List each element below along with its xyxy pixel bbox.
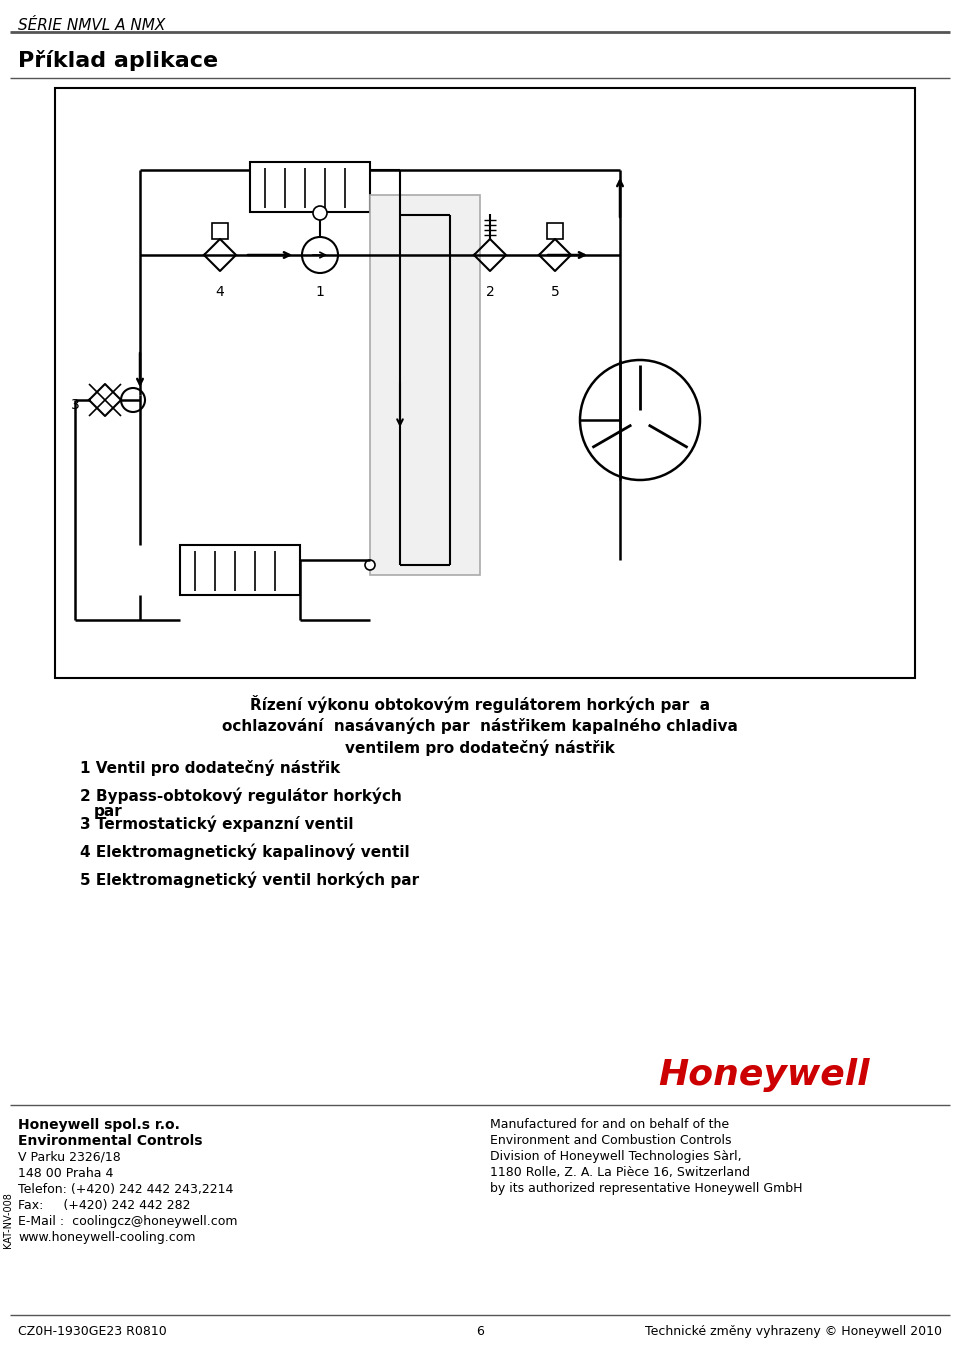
Bar: [370, 195, 480, 575]
Text: Technické změny vyhrazeny © Honeywell 2010: Technické změny vyhrazeny © Honeywell 20…: [645, 1324, 942, 1338]
Text: 5 Elektromagnetický ventil horkých par: 5 Elektromagnetický ventil horkých par: [80, 872, 420, 888]
Circle shape: [580, 359, 700, 481]
Text: ochlazování  nasávaných par  nástřikem kapalného chladiva: ochlazování nasávaných par nástřikem kap…: [222, 717, 738, 734]
Text: par: par: [94, 804, 123, 818]
Circle shape: [302, 237, 338, 273]
Text: 5: 5: [551, 285, 560, 299]
Text: 4 Elektromagnetický kapalinový ventil: 4 Elektromagnetický kapalinový ventil: [80, 844, 410, 860]
Polygon shape: [474, 240, 506, 271]
Text: Příklad aplikace: Příklad aplikace: [18, 50, 218, 71]
Text: 3: 3: [71, 398, 80, 412]
Text: www.honeywell-cooling.com: www.honeywell-cooling.com: [18, 1232, 196, 1244]
Bar: [547, 223, 563, 240]
Text: SÉRIE NMVL A NMX: SÉRIE NMVL A NMX: [18, 17, 165, 34]
Text: Honeywell spol.s r.o.: Honeywell spol.s r.o.: [18, 1119, 180, 1132]
Text: by its authorized representative Honeywell GmbH: by its authorized representative Honeywe…: [490, 1182, 803, 1195]
Text: ventilem pro dodatečný nástřik: ventilem pro dodatečný nástřik: [345, 739, 615, 755]
Circle shape: [313, 206, 327, 219]
Polygon shape: [204, 240, 236, 271]
Bar: [250, 162, 370, 213]
Text: Telefon: (+420) 242 442 243,2214: Telefon: (+420) 242 442 243,2214: [18, 1183, 233, 1197]
Text: 4: 4: [216, 285, 225, 299]
Polygon shape: [539, 240, 571, 271]
Text: Řízení výkonu obtokovým regulátorem horkých par  a: Řízení výkonu obtokovým regulátorem hork…: [250, 695, 710, 713]
Text: Manufactured for and on behalf of the: Manufactured for and on behalf of the: [490, 1119, 730, 1131]
Text: Environmental Controls: Environmental Controls: [18, 1133, 203, 1148]
Text: 2 Bypass-obtokový regulátor horkých: 2 Bypass-obtokový regulátor horkých: [80, 787, 402, 805]
Text: 1 Ventil pro dodatečný nástřik: 1 Ventil pro dodatečný nástřik: [80, 760, 340, 777]
Bar: [180, 545, 300, 595]
Text: KAT-NV-008: KAT-NV-008: [3, 1193, 13, 1248]
Circle shape: [121, 388, 145, 412]
Bar: [212, 223, 228, 240]
Text: V Parku 2326/18: V Parku 2326/18: [18, 1151, 121, 1164]
Polygon shape: [89, 384, 121, 416]
Text: Fax:     (+420) 242 442 282: Fax: (+420) 242 442 282: [18, 1199, 190, 1211]
Text: CZ0H-1930GE23 R0810: CZ0H-1930GE23 R0810: [18, 1324, 167, 1338]
Text: Honeywell: Honeywell: [659, 1058, 870, 1092]
Text: 148 00 Praha 4: 148 00 Praha 4: [18, 1167, 113, 1180]
Text: 2: 2: [486, 285, 494, 299]
Text: 6: 6: [476, 1324, 484, 1338]
Text: Division of Honeywell Technologies Sàrl,: Division of Honeywell Technologies Sàrl,: [490, 1149, 742, 1163]
Text: 1180 Rolle, Z. A. La Pièce 16, Switzerland: 1180 Rolle, Z. A. La Pièce 16, Switzerla…: [490, 1166, 750, 1179]
Text: 3 Termostatický expanzní ventil: 3 Termostatický expanzní ventil: [80, 816, 353, 832]
Text: Environment and Combustion Controls: Environment and Combustion Controls: [490, 1133, 732, 1147]
Text: E-Mail :  coolingcz@honeywell.com: E-Mail : coolingcz@honeywell.com: [18, 1215, 237, 1228]
Bar: [55, 87, 915, 678]
Circle shape: [365, 560, 375, 569]
Text: 1: 1: [316, 285, 324, 299]
